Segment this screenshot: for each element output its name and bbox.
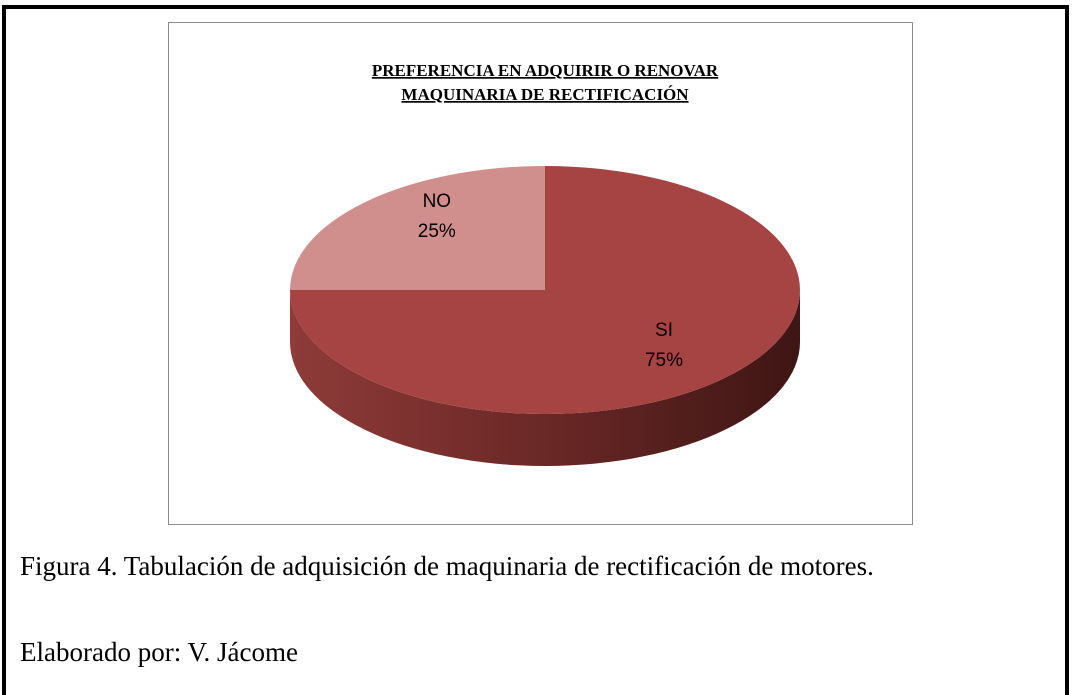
title-text: PREFERENCIA EN ADQUIRIR O RENOVAR MAQUINA… [372, 61, 719, 104]
slice [290, 166, 545, 290]
slice-label: NO [423, 191, 452, 212]
slice-value-label: 75% [645, 350, 683, 371]
slice-label: SI [655, 320, 673, 341]
slice-side [290, 290, 800, 466]
chart-title: PREFERENCIA EN ADQUIRIR O RENOVAR MAQUINA… [372, 61, 719, 104]
caption: Figura 4. Tabulación de adquisición de m… [20, 551, 874, 581]
credit: Elaborado por: V. Jácome [20, 637, 298, 667]
frame [2, 5, 1069, 695]
slice-value-label: 25% [418, 221, 456, 242]
